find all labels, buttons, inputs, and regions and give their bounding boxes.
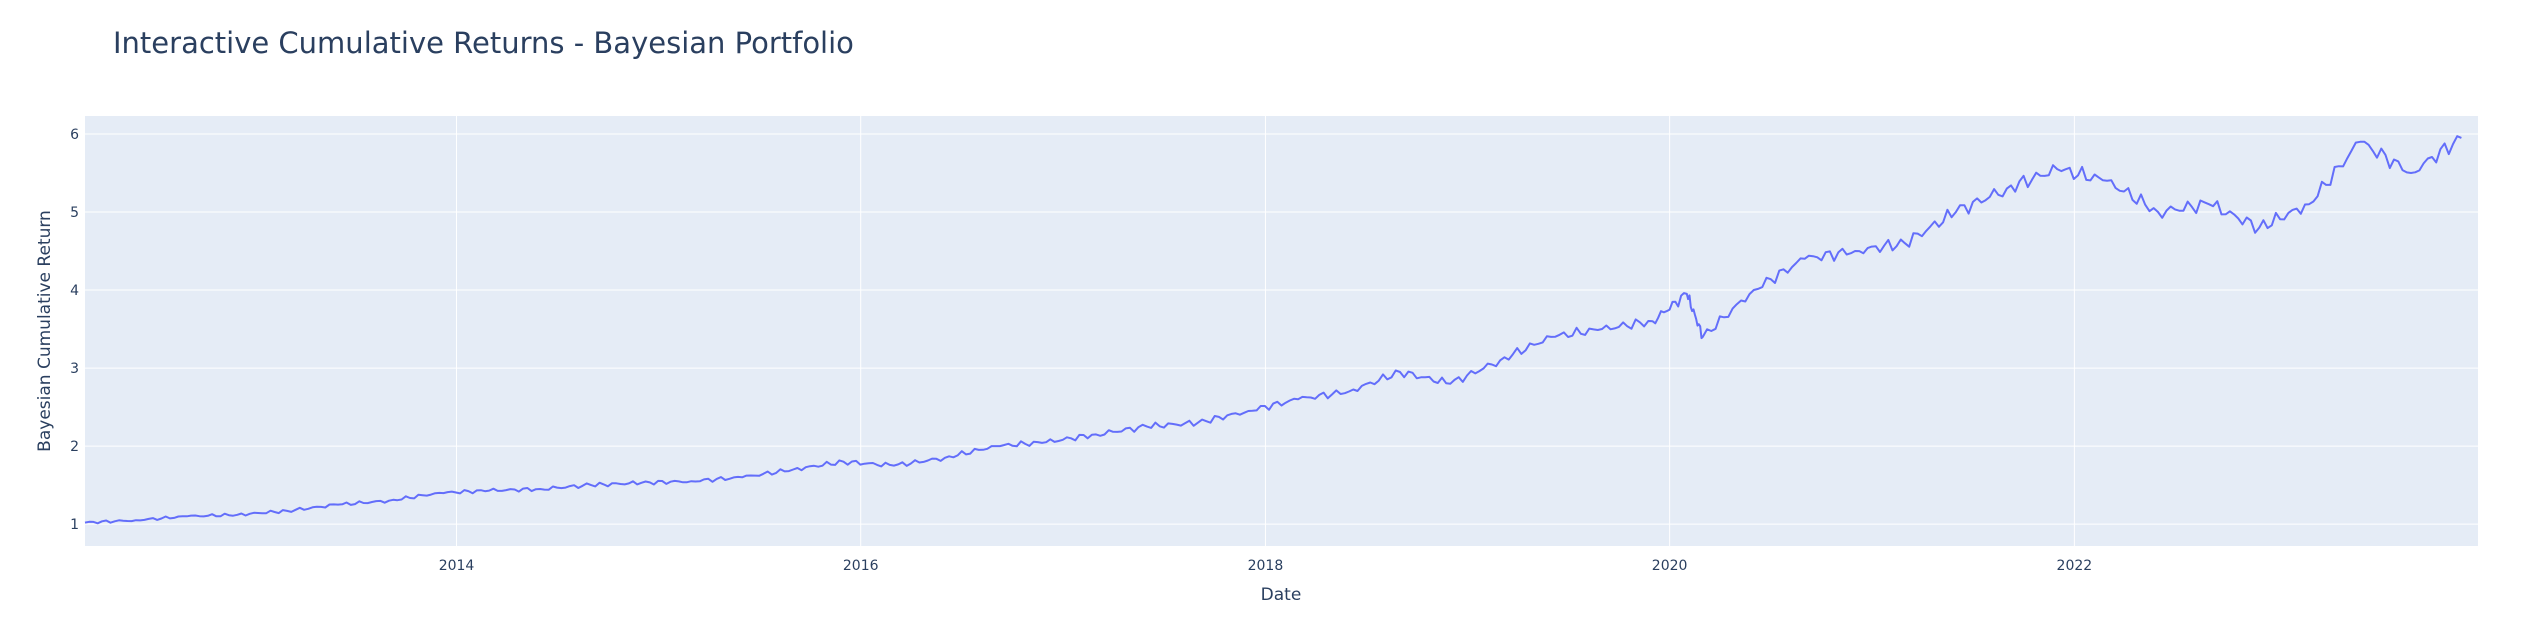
x-tick-label: 2016 <box>843 558 879 574</box>
gridlines <box>85 116 2478 546</box>
y-axis-title: Bayesian Cumulative Return <box>35 210 55 452</box>
x-tick-label: 2022 <box>2057 558 2093 574</box>
axis-ticks: 1 2 3 4 5 6 2014 2016 2018 2020 2022 <box>70 127 2092 574</box>
y-tick-label: 4 <box>70 283 79 299</box>
chart-title: Interactive Cumulative Returns - Bayesia… <box>113 26 854 60</box>
y-tick-label: 3 <box>70 361 79 377</box>
x-tick-label: 2014 <box>439 558 475 574</box>
y-tick-label: 6 <box>70 127 79 143</box>
y-tick-label: 2 <box>70 439 79 455</box>
x-tick-label: 2020 <box>1652 558 1688 574</box>
series-layer <box>84 135 2462 525</box>
plot-area <box>85 116 2478 546</box>
y-tick-label: 5 <box>70 205 79 221</box>
x-axis-title: Date <box>1261 585 1302 605</box>
series-line[interactable] <box>84 135 2462 525</box>
y-tick-label: 1 <box>70 517 79 533</box>
x-tick-label: 2018 <box>1248 558 1284 574</box>
